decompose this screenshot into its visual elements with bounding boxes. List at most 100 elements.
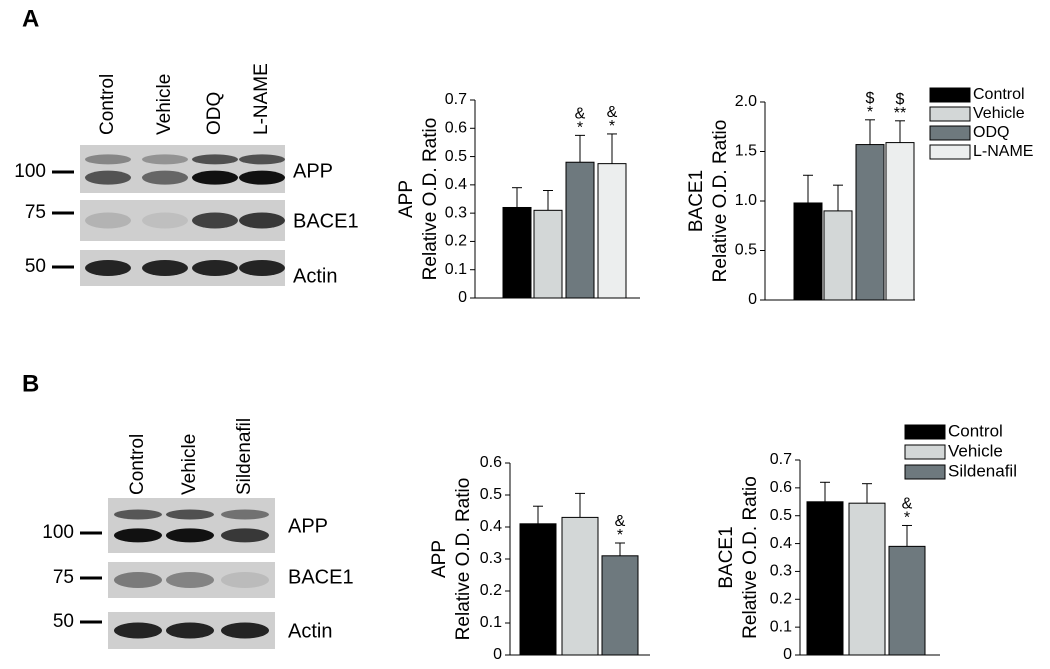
significance-mark: * <box>617 527 623 544</box>
y-tick-label: 2.0 <box>735 93 757 110</box>
blot-strip <box>108 498 275 553</box>
legend-swatch <box>929 87 971 103</box>
y-tick-label: 0.7 <box>770 451 792 468</box>
mw-marker: 100 <box>14 161 46 182</box>
y-tick-label: 0 <box>458 289 467 306</box>
protein-label: APP <box>293 160 333 182</box>
lane-label: ODQ <box>204 92 225 135</box>
significance-mark: $ <box>896 91 905 108</box>
legend-label: Sildenafil <box>948 461 1017 480</box>
blot-strip <box>80 145 285 193</box>
blot-band <box>85 154 131 165</box>
bar <box>565 161 595 299</box>
blot-band <box>239 212 285 229</box>
y-axis-label: APP <box>429 540 450 578</box>
blot-band <box>221 509 269 520</box>
protein-label: Actin <box>288 620 332 642</box>
legend-swatch <box>929 125 971 141</box>
bar <box>533 209 563 299</box>
mw-marker: 50 <box>53 611 74 632</box>
y-tick-label: 0 <box>748 291 757 308</box>
significance-mark: & <box>607 104 618 121</box>
bar <box>885 142 915 301</box>
blot-band <box>239 154 285 165</box>
blot-band <box>239 170 285 185</box>
lane-label: Sildenafil <box>234 418 255 495</box>
blot-band <box>166 572 214 588</box>
lane-label: L-NAME <box>251 63 272 135</box>
blot-strip <box>108 562 275 598</box>
bar <box>888 545 926 656</box>
y-tick-label: 0.5 <box>735 242 757 259</box>
y-axis-label: Relative O.D. Ratio <box>420 118 441 281</box>
protein-label: Actin <box>293 265 337 287</box>
bar <box>519 523 557 656</box>
legend-label: Vehicle <box>973 105 1025 122</box>
legend-swatch <box>904 424 946 440</box>
y-axis-label: BACE1 <box>686 170 707 232</box>
bar <box>597 163 627 299</box>
bar <box>823 210 853 301</box>
mw-marker: 50 <box>25 256 46 277</box>
legend-swatch <box>904 464 946 480</box>
blot-band <box>142 212 188 229</box>
y-tick-label: 0.5 <box>480 486 502 503</box>
significance-mark: * <box>867 104 873 121</box>
blot-band <box>142 260 188 276</box>
y-tick-label: 0.3 <box>770 563 792 580</box>
bar <box>793 202 823 301</box>
bar <box>601 555 639 656</box>
blot-band <box>192 260 238 276</box>
blot-band <box>221 528 269 543</box>
bar <box>502 206 532 299</box>
y-tick-label: 0.4 <box>445 176 467 193</box>
blot-band <box>85 260 131 276</box>
panel-label: A <box>22 5 39 32</box>
y-tick-label: 0.6 <box>770 479 792 496</box>
y-axis-label: Relative O.D. Ratio <box>453 478 474 641</box>
blot-band <box>85 170 131 185</box>
blot-band <box>85 212 131 229</box>
bar <box>806 501 844 656</box>
lane-label: Control <box>127 434 148 495</box>
blot-band <box>114 572 162 588</box>
legend-label: ODQ <box>973 124 1009 141</box>
y-tick-label: 0.3 <box>445 204 467 221</box>
blot-band <box>221 572 269 588</box>
lane-label: Vehicle <box>154 74 175 135</box>
legend-swatch <box>929 144 971 160</box>
legend-label: Control <box>948 421 1003 440</box>
y-tick-label: 0.6 <box>445 120 467 137</box>
y-tick-label: 0 <box>783 646 792 663</box>
y-tick-label: 0.1 <box>770 618 792 635</box>
significance-mark: $ <box>866 90 875 107</box>
blot-band <box>114 509 162 520</box>
legend-swatch <box>904 444 946 460</box>
bar <box>561 516 599 656</box>
legend-label: Vehicle <box>948 441 1003 460</box>
y-tick-label: 1.0 <box>735 192 757 209</box>
lane-label: Vehicle <box>179 434 200 495</box>
blot-band <box>166 509 214 520</box>
significance-mark: & <box>615 513 626 530</box>
mw-marker: 75 <box>53 567 74 588</box>
y-tick-label: 1.5 <box>735 143 757 160</box>
blot-band <box>221 622 269 639</box>
mw-marker: 75 <box>25 202 46 223</box>
y-tick-label: 0.1 <box>445 261 467 278</box>
significance-mark: * <box>904 510 910 527</box>
significance-mark: & <box>902 496 913 513</box>
y-tick-label: 0.5 <box>770 507 792 524</box>
y-axis-label: Relative O.D. Ratio <box>710 120 731 283</box>
blot-band <box>192 154 238 165</box>
protein-label: BACE1 <box>288 566 354 588</box>
y-tick-label: 0.4 <box>770 535 792 552</box>
significance-mark: ** <box>894 105 906 122</box>
y-tick-label: 0.1 <box>480 614 502 631</box>
blot-band <box>142 170 188 185</box>
bar <box>855 144 885 301</box>
significance-mark: * <box>609 118 615 135</box>
blot-band <box>166 528 214 543</box>
protein-label: APP <box>288 515 328 537</box>
y-tick-label: 0 <box>493 646 502 663</box>
